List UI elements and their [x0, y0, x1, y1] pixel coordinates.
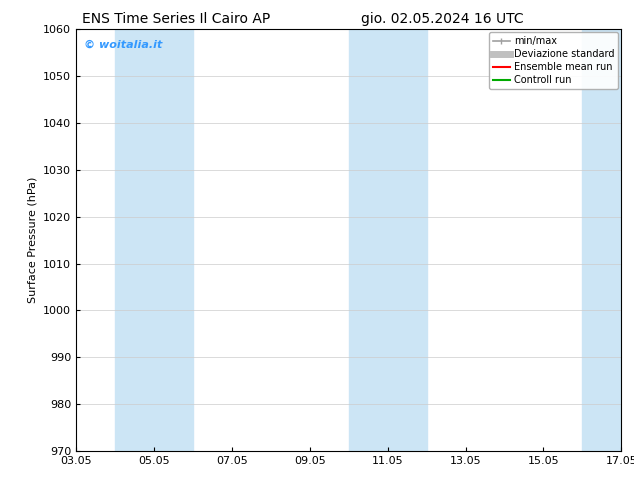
Text: gio. 02.05.2024 16 UTC: gio. 02.05.2024 16 UTC	[361, 12, 524, 26]
Bar	[349, 29, 427, 451]
Y-axis label: Surface Pressure (hPa): Surface Pressure (hPa)	[27, 177, 37, 303]
Text: © woitalia.it: © woitalia.it	[84, 40, 163, 50]
Legend: min/max, Deviazione standard, Ensemble mean run, Controll run: min/max, Deviazione standard, Ensemble m…	[489, 32, 618, 89]
Bar	[583, 29, 621, 451]
Bar	[115, 29, 193, 451]
Text: ENS Time Series Il Cairo AP: ENS Time Series Il Cairo AP	[82, 12, 271, 26]
